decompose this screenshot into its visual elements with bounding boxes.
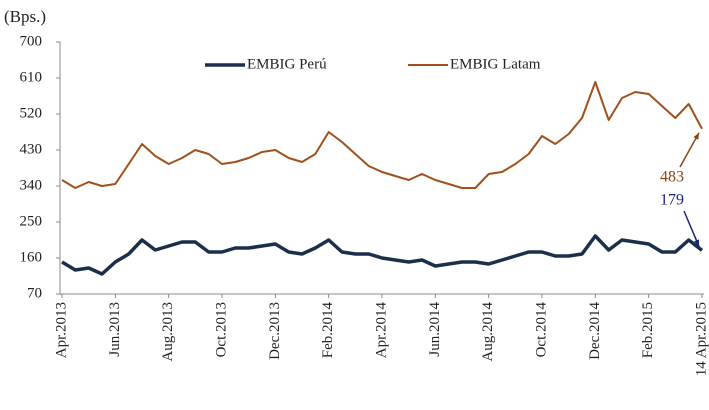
x-tick-label: 14 Apr.2015 bbox=[693, 302, 709, 376]
series-line bbox=[61, 81, 703, 189]
x-tick-label: Feb.2015 bbox=[640, 302, 656, 358]
y-tick-label: 430 bbox=[20, 141, 43, 157]
legend-label: EMBIG Latam bbox=[450, 56, 541, 72]
y-tick-label: 70 bbox=[27, 285, 42, 301]
annotation-arrow bbox=[679, 132, 700, 168]
y-axis-label: (Bps.) bbox=[4, 7, 46, 26]
y-tick-label: 700 bbox=[20, 33, 43, 49]
x-tick-label: Feb.2014 bbox=[320, 302, 336, 359]
x-tick-label: Jun.2014 bbox=[427, 302, 443, 357]
x-tick-label: Apr.2013 bbox=[53, 302, 69, 358]
x-tick-label: Apr.2014 bbox=[373, 302, 389, 359]
y-tick-label: 610 bbox=[20, 69, 43, 85]
arrow-head bbox=[693, 132, 699, 140]
x-tick-label: Oct.2014 bbox=[533, 302, 549, 358]
y-tick-label: 520 bbox=[20, 105, 43, 121]
y-tick-label: 250 bbox=[20, 213, 43, 229]
y-tick-label: 160 bbox=[20, 249, 43, 265]
x-tick-label: Aug.2014 bbox=[480, 302, 496, 362]
legend-label: EMBIG Perú bbox=[247, 56, 327, 72]
x-tick-label: Dec.2013 bbox=[267, 302, 283, 360]
arrow-head bbox=[693, 239, 699, 247]
value-label: 483 bbox=[660, 169, 684, 186]
series-line bbox=[61, 234, 704, 276]
x-tick-label: Aug.2013 bbox=[160, 302, 176, 362]
x-tick-label: Jun.2013 bbox=[107, 302, 123, 357]
y-tick-label: 340 bbox=[20, 177, 43, 193]
x-tick-label: Dec.2014 bbox=[587, 302, 603, 360]
x-tick-label: Oct.2013 bbox=[213, 302, 229, 357]
value-label: 179 bbox=[660, 192, 684, 209]
